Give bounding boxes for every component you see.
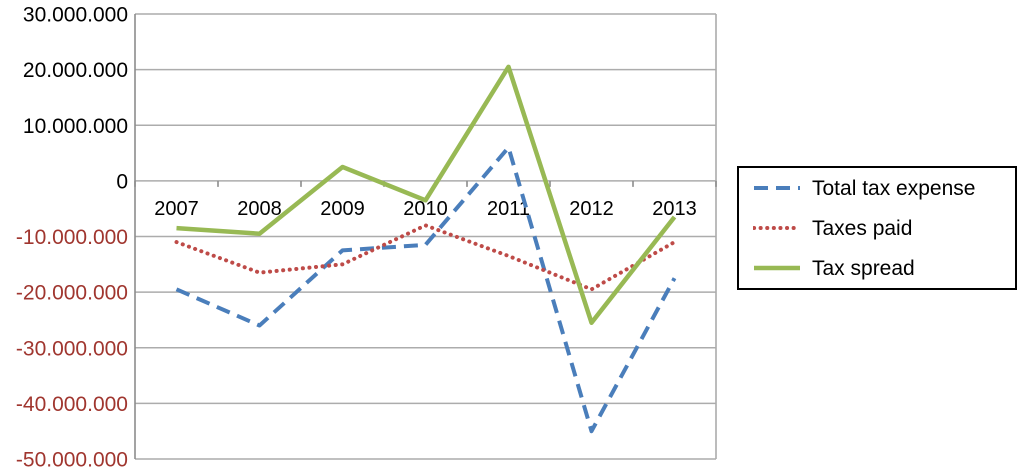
x-tick-label: 2013 (652, 198, 697, 220)
x-tick-label: 2010 (403, 198, 448, 220)
legend-label: Taxes paid (812, 216, 913, 240)
legend-line-sample-dotted (753, 226, 801, 230)
series-line-tax-spread (176, 64, 677, 325)
y-tick-label: -30.000.000 (16, 337, 128, 360)
x-tick-label: 2008 (237, 198, 282, 220)
x-tick-label: 2007 (154, 198, 199, 220)
y-tick-label: 0 (116, 170, 128, 193)
y-tick-label: -10.000.000 (16, 226, 128, 249)
x-axis-tick-labels: 2007 2008 2009 2010 2011 2012 2013 (154, 198, 697, 220)
legend-label: Tax spread (812, 256, 915, 280)
series-line-total-tax-expense (175, 145, 677, 434)
legend-item-taxes-paid: Taxes paid (753, 217, 1005, 239)
x-tick-label: 2012 (569, 198, 614, 220)
legend-item-tax-spread: Tax spread (753, 257, 1005, 279)
gridlines (135, 13, 716, 460)
y-tick-label: 10.000.000 (23, 115, 128, 138)
x-tick-label: 2009 (320, 198, 365, 220)
series-line-taxes-paid (174, 223, 677, 292)
axes (134, 14, 717, 459)
legend-line-sample-solid (754, 265, 800, 271)
legend-line-sample-dashed (754, 186, 800, 190)
y-tick-label: -40.000.000 (16, 393, 128, 416)
x-axis-ticks (134, 180, 717, 187)
legend-item-total-tax-expense: Total tax expense (753, 177, 1005, 199)
y-tick-label: -50.000.000 (16, 449, 128, 472)
chart-legend: Total tax expense Taxes paid Tax spread (737, 166, 1017, 290)
y-axis-tick-labels: 30.000.000 20.000.000 10.000.000 0 -10.000.0… (16, 4, 128, 472)
x-tick-label: 2011 (487, 198, 530, 220)
y-tick-label: 30.000.000 (23, 4, 128, 27)
y-tick-label: -20.000.000 (16, 282, 128, 305)
legend-label: Total tax expense (812, 176, 976, 200)
y-tick-label: 20.000.000 (23, 59, 128, 82)
